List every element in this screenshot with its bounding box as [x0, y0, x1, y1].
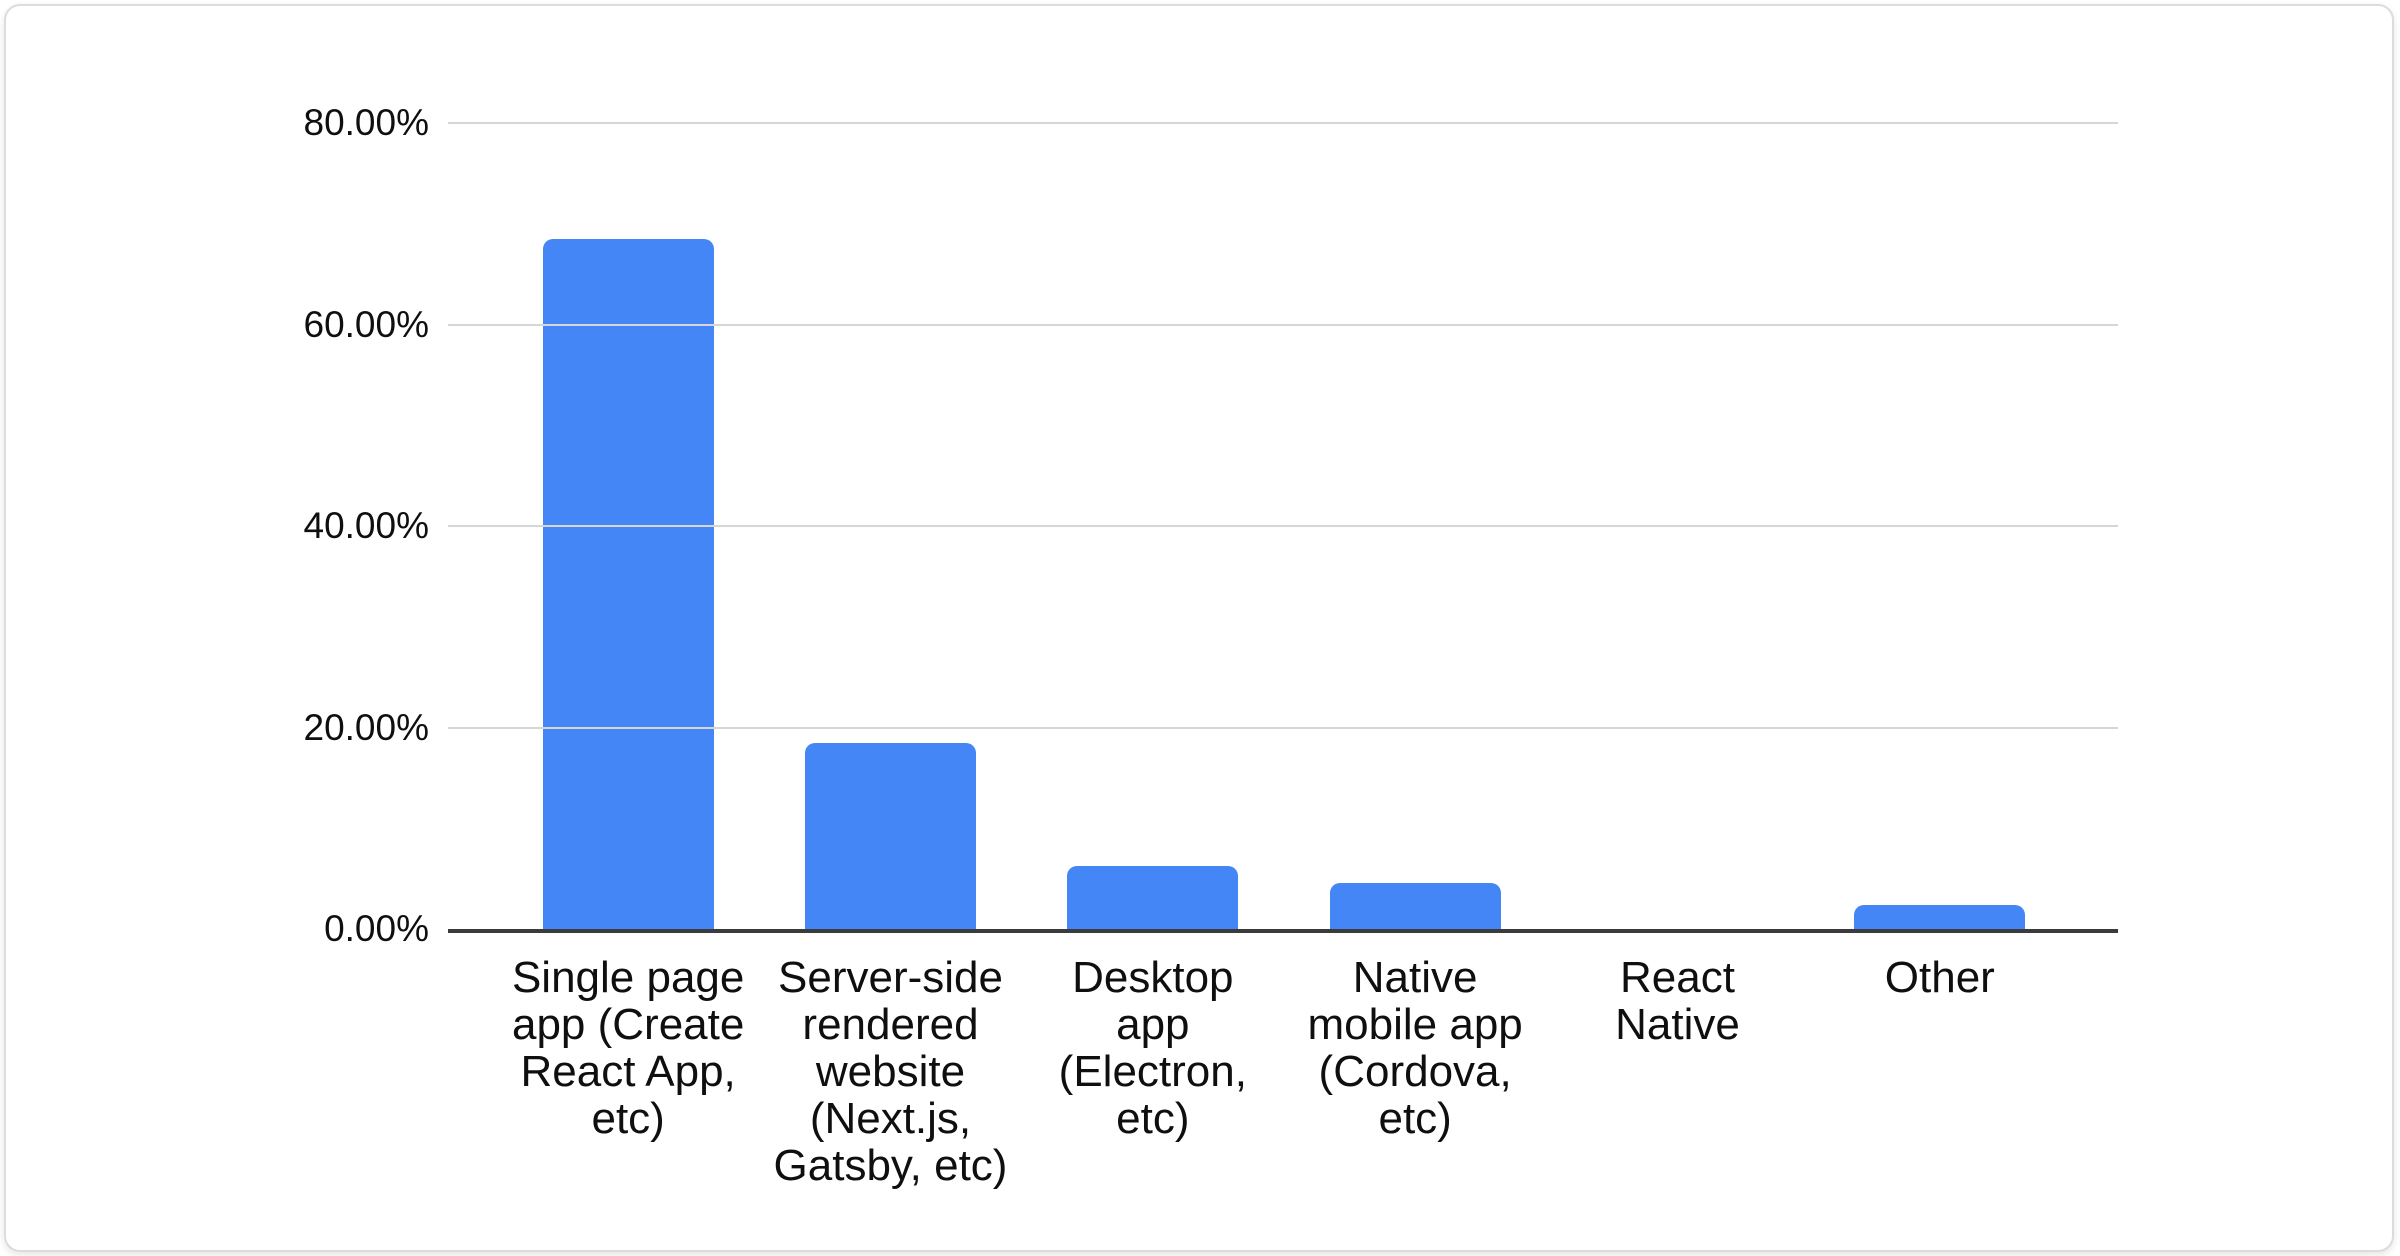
y-tick-label: 80.00%	[303, 102, 430, 143]
y-tick-label: 40.00%	[303, 505, 430, 546]
x-axis: Single page app (Create React App, etc) S…	[497, 954, 2071, 1189]
y-tick-label: 60.00%	[303, 303, 430, 345]
bar	[1329, 882, 1501, 929]
y-tick-label: 20.00%	[303, 706, 430, 748]
gridline	[448, 525, 2118, 527]
bar-slot	[759, 123, 1021, 929]
gridline	[448, 726, 2118, 729]
y-tick-label: 0.00%	[324, 908, 429, 949]
chart-card: 0.00% 20.00% 40.00% 60.00% 80.00% Single pag…	[4, 4, 2394, 1252]
x-category-label: Other	[1884, 953, 1995, 1002]
x-category-label: Desktop app (Electron, etc)	[1058, 953, 1247, 1143]
x-category-label: Single page app (Create React App, etc)	[511, 953, 745, 1143]
bar-slot	[497, 123, 759, 929]
bar	[804, 742, 976, 929]
bar-slot	[1022, 123, 1284, 929]
bar-chart: 0.00% 20.00% 40.00% 60.00% 80.00% Single pag…	[6, 6, 2392, 1250]
bar	[542, 238, 714, 929]
bar	[1854, 904, 2026, 929]
x-category-label: Server-side rendered website (Next.js, G…	[773, 953, 1008, 1190]
x-category-label: React Native	[1615, 953, 1740, 1049]
bar-slot	[1284, 123, 1546, 929]
y-axis: 0.00% 20.00% 40.00% 60.00% 80.00%	[6, 102, 430, 949]
bar	[1067, 865, 1239, 929]
bar-slot	[1809, 123, 2071, 929]
x-category-label: Native mobile app (Cordova, etc)	[1307, 953, 1523, 1143]
bars-container	[497, 123, 2071, 929]
gridline	[448, 122, 2118, 124]
gridline	[448, 323, 2118, 326]
plot-area	[448, 122, 2118, 933]
